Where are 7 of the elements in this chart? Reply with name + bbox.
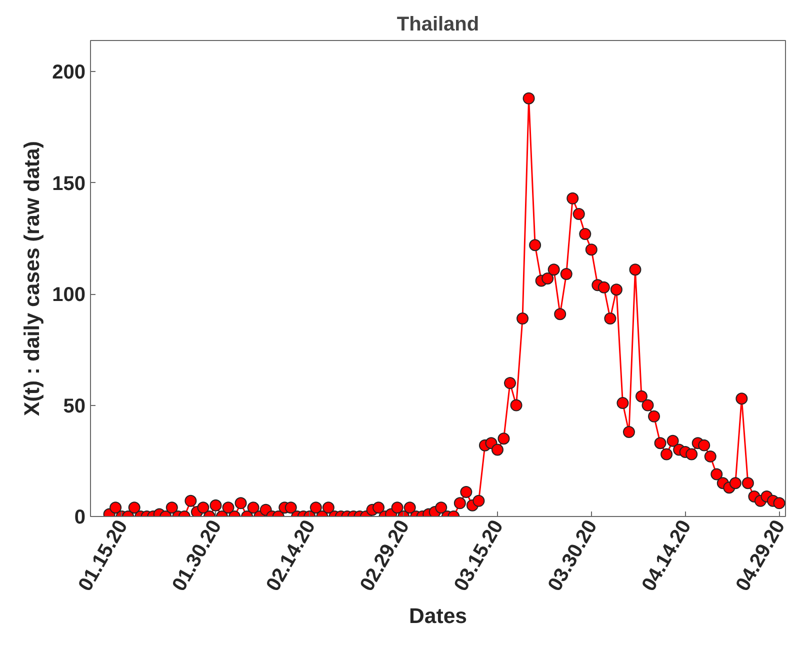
- y-tick-label: 100: [52, 284, 86, 306]
- chart-title: Thailand: [396, 14, 480, 36]
- y-axis-title: X(t) : daily cases (raw data): [20, 140, 44, 416]
- y-tick-label: 50: [63, 395, 86, 418]
- x-axis-title: Dates: [408, 604, 468, 628]
- y-tick-label: 150: [52, 172, 86, 195]
- y-tick-label: 200: [52, 62, 86, 84]
